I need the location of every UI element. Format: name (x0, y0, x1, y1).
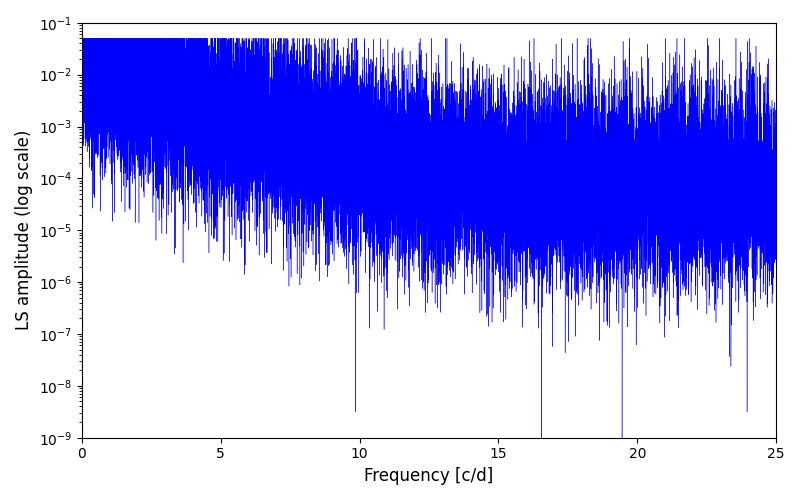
Y-axis label: LS amplitude (log scale): LS amplitude (log scale) (15, 130, 33, 330)
X-axis label: Frequency [c/d]: Frequency [c/d] (364, 467, 494, 485)
